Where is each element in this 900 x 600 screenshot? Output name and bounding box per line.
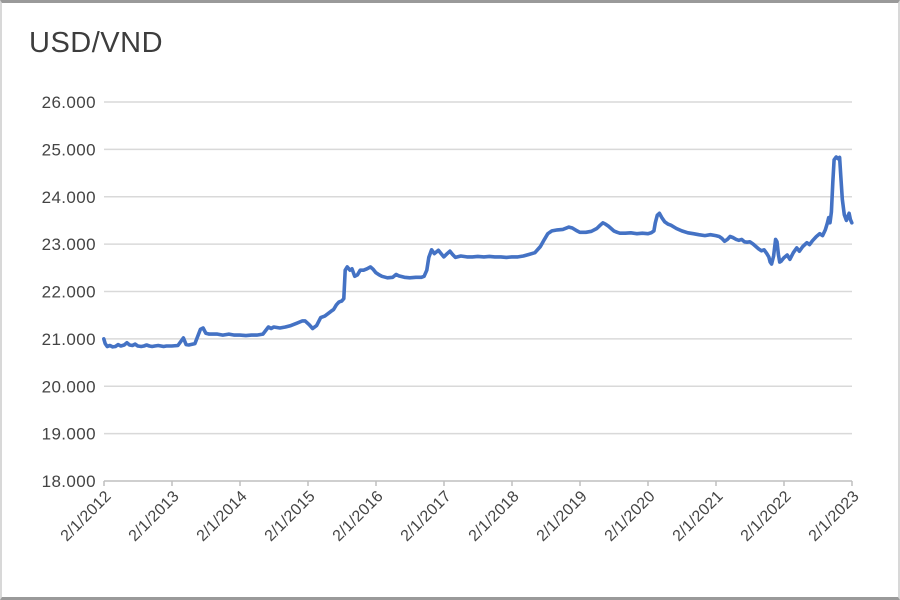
x-axis-label: 2/1/2013 — [126, 488, 183, 545]
y-axis-label: 22.000 — [42, 283, 96, 302]
y-axis-label: 19.000 — [42, 425, 96, 444]
x-axis-label: 2/1/2016 — [330, 488, 387, 545]
x-axis-label: 2/1/2015 — [262, 488, 319, 545]
chart-title: USD/VND — [29, 27, 164, 59]
x-axis-label: 2/1/2018 — [466, 488, 523, 545]
y-axis-label: 26.000 — [42, 93, 96, 112]
y-axis-label: 18.000 — [42, 472, 96, 491]
y-axis-label: 21.000 — [42, 330, 96, 349]
line-chart-plot-area: 26.000 25.000 24.000 23.000 22.000 21.000 20.0… — [42, 93, 863, 545]
x-axis-label: 2/1/2017 — [398, 488, 455, 545]
x-axis-label: 2/1/2023 — [806, 488, 863, 545]
usd-vnd-line-series — [102, 155, 854, 349]
y-axis-label: 23.000 — [42, 235, 96, 254]
y-axis-label: 25.000 — [42, 140, 96, 159]
x-axis-label: 2/1/2014 — [194, 488, 251, 545]
y-axis-label: 20.000 — [42, 377, 96, 396]
x-axis-label: 2/1/2022 — [738, 488, 795, 545]
x-axis-label: 2/1/2019 — [534, 488, 591, 545]
x-axis-label: 2/1/2021 — [670, 488, 727, 545]
x-axis-label: 2/1/2012 — [58, 488, 115, 545]
y-axis-label: 24.000 — [42, 188, 96, 207]
x-axis-label: 2/1/2020 — [602, 488, 659, 545]
